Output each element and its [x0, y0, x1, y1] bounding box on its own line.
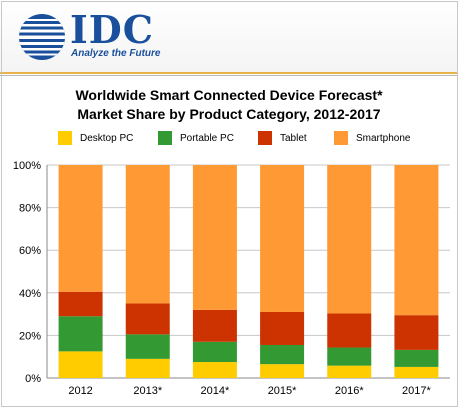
y-tick-label: 0% [25, 373, 41, 385]
legend-item-portable-pc: Portable PC [158, 130, 234, 146]
x-tick-label: 2016* [335, 385, 364, 397]
bar-segment-smartphone [58, 165, 103, 292]
bar-segment-portable-pc [327, 347, 372, 366]
bar-segment-tablet [125, 303, 170, 335]
bar-segment-portable-pc [394, 349, 439, 367]
x-tick-label: 2017* [402, 385, 431, 397]
bar-segment-smartphone [192, 165, 237, 310]
legend-swatch [58, 131, 72, 145]
x-tick-label: 2015* [268, 385, 297, 397]
header-divider [0, 75, 458, 76]
legend-label: Tablet [280, 132, 307, 144]
x-tick-label: 2012 [68, 385, 92, 397]
legend-label: Desktop PC [80, 132, 134, 144]
bar-segment-smartphone [260, 165, 305, 312]
legend-swatch [158, 131, 172, 145]
y-tick-label: 80% [19, 203, 41, 215]
header: IDC Analyze the Future [0, 0, 458, 72]
bar-segment-desktop-pc [58, 351, 103, 378]
bar-segment-tablet [394, 315, 439, 350]
legend-item-smartphone: Smartphone [334, 130, 410, 146]
bar-segment-desktop-pc [192, 362, 237, 378]
legend-item-desktop-pc: Desktop PC [58, 130, 133, 146]
y-tick-label: 60% [19, 245, 41, 257]
bar-segment-desktop-pc [394, 366, 439, 378]
legend-label: Smartphone [356, 132, 411, 144]
bar-segment-tablet [58, 291, 103, 317]
legend-label: Portable PC [180, 132, 234, 144]
bar-segment-portable-pc [192, 341, 237, 363]
chart-title: Worldwide Smart Connected Device Forecas… [0, 86, 458, 124]
x-tick-label: 2014* [201, 385, 230, 397]
y-tick-label: 20% [19, 330, 41, 342]
bar-segment-tablet [327, 313, 372, 348]
logo-tagline: Analyze the Future [71, 48, 161, 59]
bar-segment-desktop-pc [125, 358, 170, 378]
bar-segment-tablet [260, 311, 305, 345]
chart-legend: Desktop PC Portable PC Tablet Smartphone [52, 130, 452, 146]
stacked-bar-chart: 0% 20% 40% 60% 80% 100% 2012 2013* 2014* 2015* 201… [13, 160, 450, 397]
header-accent-rule [0, 72, 458, 74]
bar-segment-portable-pc [125, 334, 170, 359]
bar-segment-smartphone [327, 165, 372, 314]
idc-globe-icon [19, 14, 65, 60]
chart-title-line1: Worldwide Smart Connected Device Forecas… [75, 87, 383, 103]
legend-swatch [258, 131, 272, 145]
bar-segment-smartphone [394, 165, 439, 316]
bar-segment-smartphone [125, 165, 170, 304]
bar-segment-portable-pc [260, 344, 305, 365]
bar-segment-portable-pc [58, 316, 103, 352]
chart-title-line2: Market Share by Product Category, 2012-2… [77, 106, 381, 122]
y-tick-label: 40% [19, 288, 41, 300]
y-tick-label: 100% [13, 160, 41, 172]
x-tick-label: 2013* [133, 385, 162, 397]
bar-segment-tablet [192, 309, 237, 342]
bar-segment-desktop-pc [260, 364, 305, 378]
bar-segment-desktop-pc [327, 365, 372, 378]
legend-item-tablet: Tablet [258, 130, 307, 146]
legend-swatch [334, 131, 348, 145]
logo-wordmark: IDC [70, 7, 154, 52]
